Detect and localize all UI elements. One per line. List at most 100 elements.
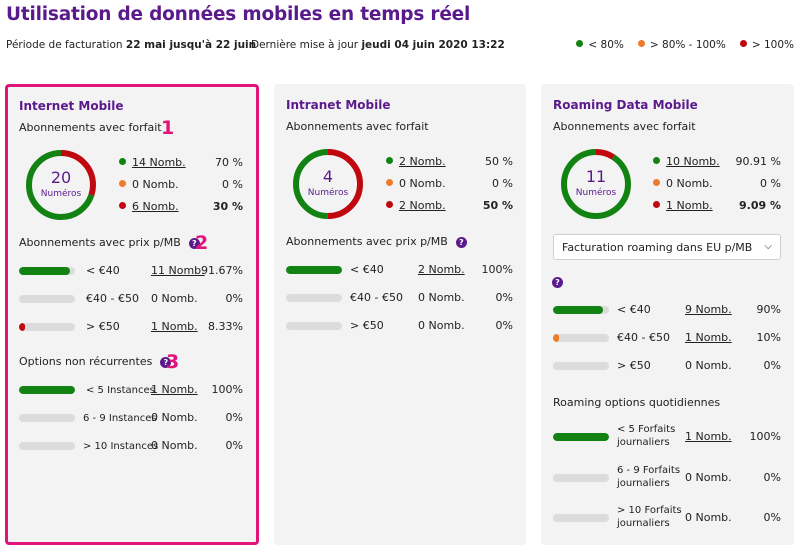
progress-bar bbox=[19, 414, 75, 422]
status-legend: < 80% > 80% - 100% > 100% bbox=[576, 39, 794, 51]
pct-value: 0% bbox=[225, 411, 243, 424]
donut-count: 11 bbox=[585, 167, 607, 186]
progress-bar bbox=[286, 322, 342, 330]
panel-roaming-data-mobile: Roaming Data Mobile Abonnements avec for… bbox=[541, 84, 794, 545]
orange-dot-icon bbox=[119, 180, 126, 187]
roaming-zone-select[interactable]: Facturation roaming dans EU p/MB ⌵ bbox=[553, 234, 781, 260]
section-label: Abonnements avec forfait bbox=[553, 120, 696, 133]
status-row-red[interactable]: 6 Nomb. bbox=[119, 200, 179, 213]
annotation-1: 1 bbox=[161, 117, 175, 139]
help-icon[interactable]: ? bbox=[552, 277, 563, 288]
range-label: 6 - 9 Instances bbox=[83, 413, 157, 424]
count-value: 0 Nomb. bbox=[151, 439, 198, 452]
count-link[interactable]: 1 Nomb. bbox=[151, 383, 198, 396]
status-pct: 30 % bbox=[212, 200, 243, 213]
orange-dot-icon bbox=[637, 40, 645, 47]
legend-item-orange: > 80% - 100% bbox=[637, 39, 726, 51]
section-label: Roaming options quotidiennes bbox=[553, 396, 721, 409]
range-label: €40 - €50 bbox=[617, 331, 670, 344]
green-dot-icon bbox=[386, 157, 393, 164]
range-label: < €40 bbox=[86, 264, 120, 277]
help-icon[interactable]: ? bbox=[160, 357, 172, 368]
count-link[interactable]: 1 Nomb. bbox=[151, 320, 198, 333]
count-value: 0 Nomb. bbox=[418, 291, 465, 304]
progress-bar bbox=[553, 362, 609, 370]
chevron-down-icon: ⌵ bbox=[764, 241, 772, 252]
progress-bar bbox=[286, 266, 342, 274]
help-icon[interactable]: ? bbox=[188, 238, 200, 249]
status-pct: 50 % bbox=[482, 199, 513, 212]
green-dot-icon bbox=[576, 40, 584, 47]
count-link[interactable]: 1 Nomb. bbox=[685, 331, 732, 344]
red-dot-icon bbox=[119, 202, 126, 209]
status-pct: 0 % bbox=[760, 177, 781, 190]
annotation-2: 2 bbox=[195, 232, 209, 254]
count-value: 0 Nomb. bbox=[685, 359, 732, 372]
pct-value: 8.33% bbox=[208, 320, 243, 333]
progress-bar bbox=[286, 294, 342, 302]
pct-value: 10% bbox=[756, 331, 781, 344]
range-label: < €40 bbox=[617, 303, 651, 316]
range-label: > €50 bbox=[350, 319, 384, 332]
status-row-red[interactable]: 2 Nomb. bbox=[386, 199, 446, 212]
green-dot-icon bbox=[119, 158, 126, 165]
section-label: Abonnements avec prix p/MB? bbox=[286, 235, 467, 248]
donut-center: 20 Numéros bbox=[24, 148, 98, 222]
panel-title: Intranet Mobile bbox=[286, 98, 391, 112]
status-row-red[interactable]: 1 Nomb. bbox=[653, 199, 713, 212]
status-row-orange: 0 Nomb. bbox=[653, 177, 713, 190]
status-pct: 50 % bbox=[485, 155, 513, 168]
count-link[interactable]: 11 Nomb. bbox=[151, 264, 205, 277]
status-pct: 70 % bbox=[215, 156, 243, 169]
range-label: €40 - €50 bbox=[350, 291, 403, 304]
red-dot-icon bbox=[386, 201, 393, 208]
progress-bar bbox=[19, 295, 75, 303]
red-dot-icon bbox=[653, 201, 660, 208]
progress-bar bbox=[19, 323, 75, 331]
count-value: 0 Nomb. bbox=[151, 292, 198, 305]
pct-value: 0% bbox=[763, 359, 781, 372]
progress-bar bbox=[553, 433, 609, 441]
status-row-green[interactable]: 10 Nomb. bbox=[653, 155, 720, 168]
status-pct: 0 % bbox=[222, 178, 243, 191]
range-label: 6 - 9 Forfaits journaliers bbox=[617, 465, 681, 489]
progress-bar bbox=[553, 474, 609, 482]
section-label: Abonnements avec forfait bbox=[286, 120, 429, 133]
usage-donut-chart bbox=[26, 150, 96, 220]
count-value: 0 Nomb. bbox=[685, 511, 732, 524]
pct-value: 0% bbox=[495, 291, 513, 304]
donut-red-segment bbox=[561, 149, 631, 219]
count-link[interactable]: 2 Nomb. bbox=[418, 263, 465, 276]
pct-value: 0% bbox=[225, 439, 243, 452]
donut-center: 11 Numéros bbox=[559, 147, 633, 221]
range-label: > €50 bbox=[617, 359, 651, 372]
status-row-orange: 0 Nomb. bbox=[386, 177, 446, 190]
section-label: Abonnements avec prix p/MB? bbox=[19, 236, 200, 249]
donut-label: Numéros bbox=[575, 188, 617, 198]
legend-item-green: < 80% bbox=[576, 39, 624, 51]
pct-value: 0% bbox=[763, 471, 781, 484]
donut-count: 20 bbox=[50, 168, 72, 187]
panel-intranet-mobile: Intranet Mobile Abonnements avec forfait… bbox=[274, 84, 526, 545]
pct-value: 100% bbox=[749, 430, 781, 443]
count-link[interactable]: 9 Nomb. bbox=[685, 303, 732, 316]
count-link[interactable]: 1 Nomb. bbox=[685, 430, 732, 443]
status-pct: 9.09 % bbox=[739, 199, 781, 212]
status-row-green[interactable]: 14 Nomb. bbox=[119, 156, 186, 169]
green-dot-icon bbox=[653, 157, 660, 164]
range-label: < 5 Forfaits journaliers bbox=[617, 424, 676, 448]
orange-dot-icon bbox=[653, 179, 660, 186]
red-dot-icon bbox=[739, 40, 747, 47]
donut-label: Numéros bbox=[307, 188, 349, 198]
progress-bar bbox=[19, 386, 75, 394]
panel-title: Internet Mobile bbox=[19, 99, 124, 113]
status-pct: 90.91 % bbox=[735, 155, 781, 168]
pct-value: 100% bbox=[211, 383, 243, 396]
range-label: > €50 bbox=[86, 320, 120, 333]
range-label: < €40 bbox=[350, 263, 384, 276]
pct-value: 0% bbox=[495, 319, 513, 332]
status-row-green[interactable]: 2 Nomb. bbox=[386, 155, 446, 168]
progress-bar bbox=[553, 306, 609, 314]
panel-title: Roaming Data Mobile bbox=[553, 98, 698, 112]
help-icon[interactable]: ? bbox=[455, 237, 467, 248]
